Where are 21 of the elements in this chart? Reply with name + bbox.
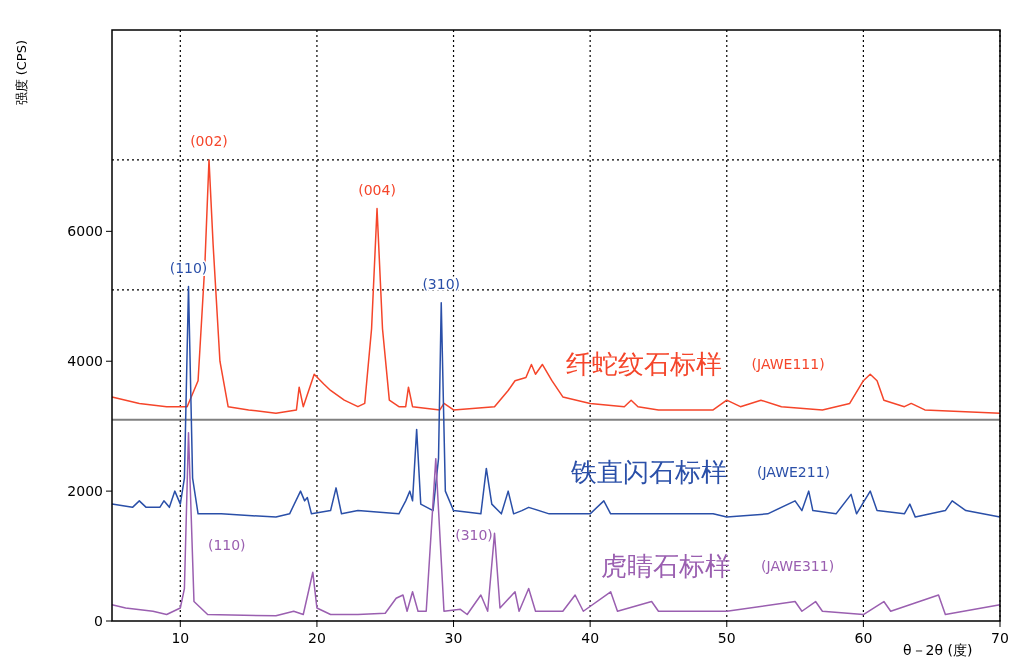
annotation: (002): [190, 132, 228, 149]
annotation: (310): [455, 526, 493, 543]
annotation: (JAWE311): [761, 557, 835, 574]
y-tick-label: 2000: [67, 483, 103, 500]
y-axis-title: 强度 (CPS): [14, 40, 29, 106]
y-tick-label: 4000: [67, 353, 103, 370]
x-tick-label: 70: [991, 630, 1009, 646]
x-tick-label: 20: [308, 630, 326, 646]
annotation: (JAWE111): [751, 356, 825, 373]
x-tick-label: 10: [171, 630, 190, 646]
annotation: (110): [207, 536, 246, 553]
x-tick-label: 60: [854, 630, 873, 646]
annotation: (JAWE211): [757, 463, 831, 480]
annotation: (004): [358, 181, 396, 198]
x-axis-title: θ－2θ (度): [902, 642, 973, 658]
y-tick-label: 6000: [67, 223, 103, 240]
annotation: (310): [422, 275, 461, 292]
x-tick-label: 50: [717, 630, 736, 646]
y-tick-label: 0: [94, 613, 103, 629]
x-tick-label: 30: [444, 630, 463, 646]
x-tick-label: 40: [581, 630, 600, 646]
